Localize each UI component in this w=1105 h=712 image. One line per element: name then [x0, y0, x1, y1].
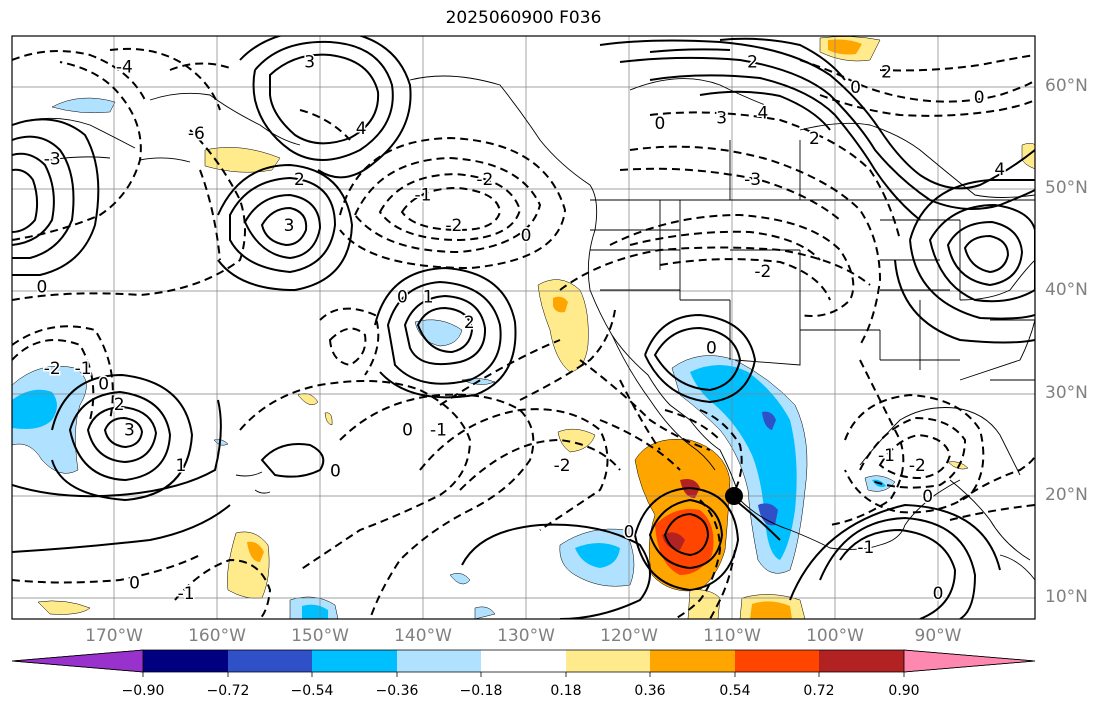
contour-label: 2 [464, 313, 475, 333]
map-title: 2025060900 F036 [445, 8, 602, 28]
colorbar-tick-label: −0.54 [290, 683, 334, 699]
contour-label: -1 [75, 359, 92, 379]
lat-label: 10°N [1045, 587, 1088, 607]
contour-label: 0 [922, 487, 933, 507]
contour-label: -2 [554, 456, 571, 476]
contour-label: -3 [744, 170, 761, 190]
contour-label: -2 [754, 262, 771, 282]
contour-label: 0 [706, 339, 717, 359]
coastlines [29, 75, 1035, 581]
contour-label: 2 [747, 52, 758, 72]
contour-label: 4 [994, 160, 1005, 180]
map-frame [11, 35, 1036, 620]
contour-label: -1 [857, 538, 874, 558]
contour-label: 0 [330, 461, 341, 481]
contour-label: 0 [36, 277, 47, 297]
colorbar [11, 649, 1036, 677]
contour-label: 3 [284, 216, 295, 236]
colorbar-tick-label: −0.36 [375, 683, 419, 699]
contour-label: 4 [757, 104, 768, 124]
lon-label: 100°W [806, 626, 864, 646]
colorbar-cell [143, 650, 228, 672]
contour-label: -2 [476, 170, 493, 190]
contour-label: 0 [654, 114, 665, 134]
contour-label: 3 [124, 420, 135, 440]
contour-label: 0 [521, 226, 532, 246]
contour-label: -2 [909, 456, 926, 476]
contour-label: 2 [809, 129, 820, 149]
contour-label: 1 [176, 456, 187, 476]
colorbar-cell [397, 650, 481, 672]
contour-label: 1 [423, 288, 434, 308]
colorbar-tick-label: 0.36 [634, 683, 666, 699]
colorbar-cell [904, 650, 1035, 672]
contour-label: 3 [304, 52, 315, 72]
contour-label: -2 [445, 216, 462, 236]
lon-label: 90°W [914, 626, 962, 646]
contour-label: 0 [98, 374, 109, 394]
colorbar-tick-label: 0.54 [719, 683, 751, 699]
contour-label: -2 [44, 359, 61, 379]
contour-lines [12, 36, 1035, 619]
contour-lines-dashed [12, 47, 1035, 619]
colorbar-cell [735, 650, 819, 672]
contour-label: -3 [44, 150, 61, 170]
colorbar-tick-label: 0.90 [888, 683, 920, 699]
lon-label: 150°W [291, 626, 349, 646]
lat-label: 20°N [1045, 484, 1088, 505]
lat-label: 30°N [1045, 382, 1088, 403]
contour-label: -1 [178, 584, 195, 604]
lon-label: 120°W [600, 626, 658, 646]
colorbar-tick-label: −0.18 [459, 683, 503, 699]
lon-label: 160°W [188, 626, 246, 646]
contour-label: -4 [116, 58, 133, 78]
colorbar-cell [650, 650, 735, 672]
contour-label: 0 [624, 523, 635, 543]
colorbar-tick-label: −0.90 [121, 683, 165, 699]
contour-label: 0 [974, 88, 985, 108]
contour-label: 2 [294, 170, 305, 190]
lon-label: 110°W [703, 626, 761, 646]
lon-label: 130°W [497, 626, 555, 646]
colorbar-tick-label: 0.72 [803, 683, 835, 699]
contour-label: 0 [402, 420, 413, 440]
contour-label: 0 [850, 78, 861, 98]
lon-label: 140°W [394, 626, 452, 646]
lat-label: 50°N [1045, 178, 1088, 199]
lat-label: 40°N [1045, 280, 1088, 301]
contour-label: 0 [129, 574, 140, 594]
contour-label: 4 [356, 119, 367, 139]
contour-label: 2 [114, 395, 125, 415]
colorbar-cell [481, 650, 566, 672]
colorbar-tick-label: 0.18 [550, 683, 582, 699]
contour-label: -6 [188, 124, 205, 144]
colorbar-cell [819, 650, 904, 672]
contour-label: -1 [878, 446, 895, 466]
contour-label: 0 [397, 288, 408, 308]
colorbar-cell [566, 650, 650, 672]
lon-label: 170°W [85, 626, 143, 646]
colorbar-tick-label: −0.72 [206, 683, 250, 699]
lat-label: 60°N [1045, 76, 1088, 96]
contour-label: 2 [881, 63, 892, 83]
storm-marker [725, 487, 743, 505]
colorbar-cell [12, 650, 143, 672]
graticule [12, 36, 1035, 619]
contour-label: -1 [415, 185, 432, 205]
contour-label: 0 [933, 584, 944, 604]
colorbar-cell [312, 650, 397, 672]
contour-label: -1 [430, 420, 447, 440]
contour-label: 3 [716, 109, 727, 129]
colorbar-cell [228, 650, 312, 672]
